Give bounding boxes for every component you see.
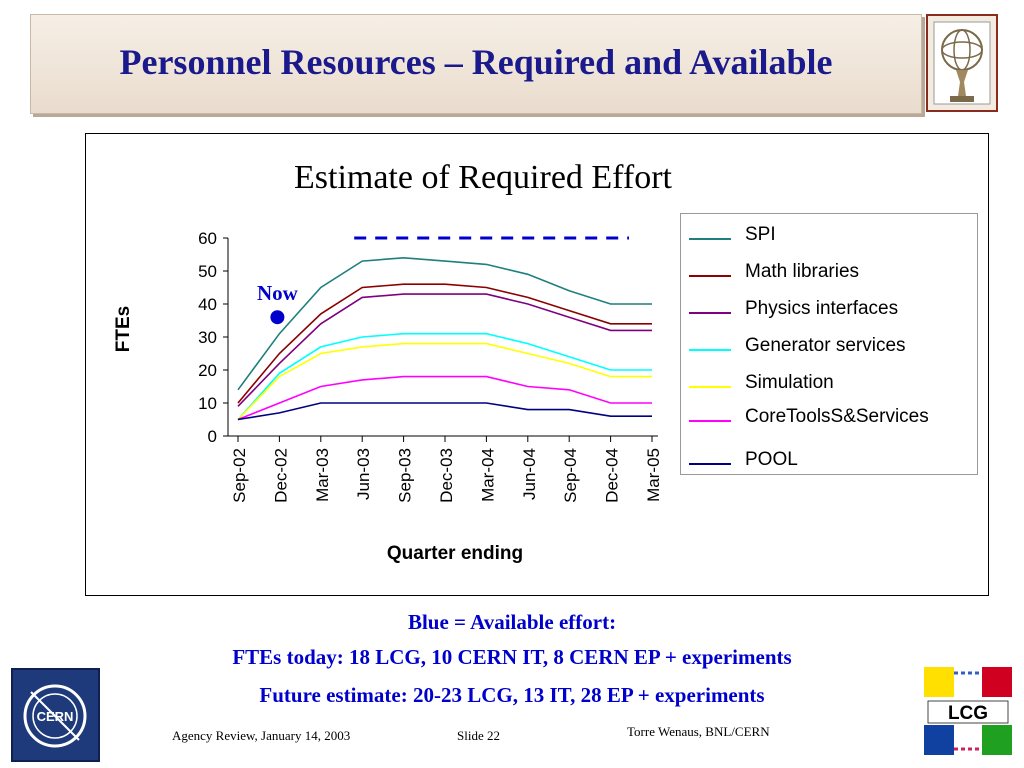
footer-author: Torre Wenaus, BNL/CERN xyxy=(627,724,770,739)
now-marker xyxy=(270,310,285,325)
x-tick-label: Dec-04 xyxy=(603,448,622,503)
footer-date: Agency Review, January 14, 2003 xyxy=(172,728,351,743)
legend-label: Simulation xyxy=(745,372,834,393)
y-tick-label: 60 xyxy=(198,229,217,248)
series-line-5 xyxy=(237,375,652,421)
x-tick-label: Dec-02 xyxy=(271,448,290,503)
series-line-4 xyxy=(237,342,652,421)
legend-label: Generator services xyxy=(745,335,906,356)
legend-swatch xyxy=(689,349,731,351)
legend-label: CoreToolsS&Services xyxy=(745,406,929,427)
legend-item: Generator services xyxy=(681,335,977,359)
legend-item: Math libraries xyxy=(681,261,977,285)
legend-label: Physics interfaces xyxy=(745,298,899,319)
legend-item: Simulation xyxy=(681,372,977,396)
footer-slide-number: Slide 22 xyxy=(457,728,500,743)
available-effort-note: Blue = Available effort: xyxy=(407,610,617,634)
x-tick-label: Mar-04 xyxy=(478,448,497,502)
y-tick-label: 40 xyxy=(198,295,217,314)
legend-item: CoreToolsS&Services xyxy=(681,406,977,430)
legend-label: Math libraries xyxy=(745,261,860,282)
slide-title-bar: Personnel Resources – Required and Avail… xyxy=(30,14,922,114)
x-tick-label: Jun-04 xyxy=(520,448,539,500)
chart-legend: SPI Math libraries Physics interfaces Gener… xyxy=(680,213,978,475)
cern-emblem-icon: CERN xyxy=(23,684,87,748)
legend-swatch xyxy=(689,238,731,240)
legend-item: POOL xyxy=(681,449,977,473)
x-axis-label: Quarter ending xyxy=(387,543,523,564)
series-line-0 xyxy=(237,256,652,391)
legend-swatch xyxy=(689,312,731,314)
chart-title: Estimate of Required Effort xyxy=(294,159,673,196)
x-tick-label: Dec-03 xyxy=(437,448,456,503)
cern-logo: CERN xyxy=(11,668,100,762)
x-tick-label: Jun-03 xyxy=(354,448,373,500)
legend-swatch xyxy=(689,420,731,422)
x-tick-label: Mar-05 xyxy=(644,448,663,502)
y-tick-label: 50 xyxy=(198,262,217,281)
x-tick-label: Sep-04 xyxy=(561,448,580,503)
legend-swatch xyxy=(689,386,731,388)
lcg-logo-text: LCG xyxy=(948,703,988,724)
now-annotation-label: Now xyxy=(257,281,299,305)
y-tick-label: 0 xyxy=(208,427,217,446)
atlas-figure-icon xyxy=(933,21,991,105)
legend-label: POOL xyxy=(745,449,798,470)
legend-item: Physics interfaces xyxy=(681,298,977,322)
slide-title: Personnel Resources – Required and Avail… xyxy=(119,42,833,82)
legend-swatch xyxy=(689,463,731,465)
series-line-3 xyxy=(237,332,652,421)
x-tick-label: Sep-03 xyxy=(396,448,415,503)
y-tick-label: 30 xyxy=(198,328,217,347)
series-line-6 xyxy=(237,402,652,421)
cern-logo-text: CERN xyxy=(37,709,74,724)
x-tick-label: Sep-02 xyxy=(230,448,249,503)
y-tick-label: 20 xyxy=(198,361,217,380)
x-tick-label: Mar-03 xyxy=(313,448,332,502)
ftes-today-note: FTEs today: 18 LCG, 10 CERN IT, 8 CERN E… xyxy=(232,645,792,669)
atlas-logo xyxy=(926,14,998,112)
lcg-grid-icon: LCG xyxy=(924,667,1012,755)
y-tick-label: 10 xyxy=(198,394,217,413)
y-axis-label: FTEs xyxy=(113,306,134,352)
legend-swatch xyxy=(689,275,731,277)
legend-item: SPI xyxy=(681,224,977,248)
legend-label: SPI xyxy=(745,224,776,245)
line-chart: Estimate of Required Effort FTEs Quarter… xyxy=(113,159,673,564)
series-line-2 xyxy=(237,293,652,407)
future-estimate-note: Future estimate: 20-23 LCG, 13 IT, 28 EP… xyxy=(259,683,765,707)
lcg-logo: LCG xyxy=(922,665,1014,757)
series-line-1 xyxy=(237,283,652,404)
